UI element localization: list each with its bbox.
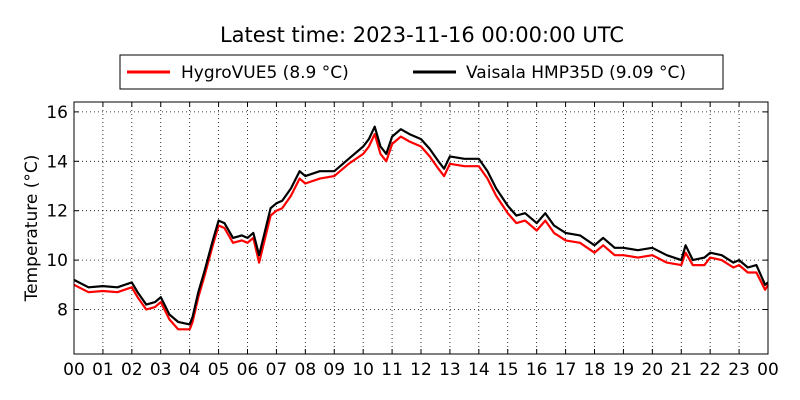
series-line-vaisala (73, 125, 769, 326)
legend: HygroVUE5 (8.9 °C) Vaisala HMP35D (9.09 … (119, 54, 724, 90)
x-tick-label: 06 (237, 360, 259, 380)
x-tick-label: 14 (468, 360, 490, 380)
x-tick-label: 00 (757, 360, 779, 380)
x-tick-label: 11 (381, 360, 403, 380)
x-tick-label: 04 (179, 360, 201, 380)
x-tick-label: 02 (121, 360, 143, 380)
x-tick-label: 17 (555, 360, 577, 380)
legend-label-hygrovue5: HygroVUE5 (8.9 °C) (181, 63, 349, 83)
x-tick-label: 23 (728, 360, 750, 380)
x-tick-label: 22 (699, 360, 721, 380)
y-tick-label: 16 (46, 103, 68, 123)
x-tick-label: 10 (352, 360, 374, 380)
x-tick-label: 21 (670, 360, 692, 380)
x-tick-label: 19 (613, 360, 635, 380)
x-tick-label: 15 (497, 360, 519, 380)
y-axis-label: Temperature (°C) (22, 155, 42, 303)
x-tick-label: 08 (295, 360, 317, 380)
x-tick-label: 13 (439, 360, 461, 380)
x-tick-label: 03 (150, 360, 172, 380)
series-line-hygrovue5 (73, 133, 769, 331)
y-tick-label: 10 (46, 251, 68, 271)
x-tick-label: 01 (92, 360, 114, 380)
x-tick-label: 20 (642, 360, 664, 380)
y-tick-label: 14 (46, 152, 68, 172)
x-tick-label: 09 (323, 360, 345, 380)
x-tick-label: 12 (410, 360, 432, 380)
x-tick-label: 16 (526, 360, 548, 380)
y-tick-label: 12 (46, 202, 68, 222)
x-tick-label: 00 (63, 360, 85, 380)
y-tick-label: 8 (57, 301, 68, 321)
series-layer (73, 125, 769, 331)
x-tick-label: 07 (266, 360, 288, 380)
ticks: 00 01 02 03 04 05 06 07 08 09 10 11 12 13 14 15 16 17 18 19… (46, 102, 779, 380)
x-tick-label: 05 (208, 360, 230, 380)
x-tick-label: 18 (584, 360, 606, 380)
chart-title: Latest time: 2023-11-16 00:00:00 UTC (220, 23, 624, 47)
legend-label-vaisala: Vaisala HMP35D (9.09 °C) (466, 63, 686, 83)
